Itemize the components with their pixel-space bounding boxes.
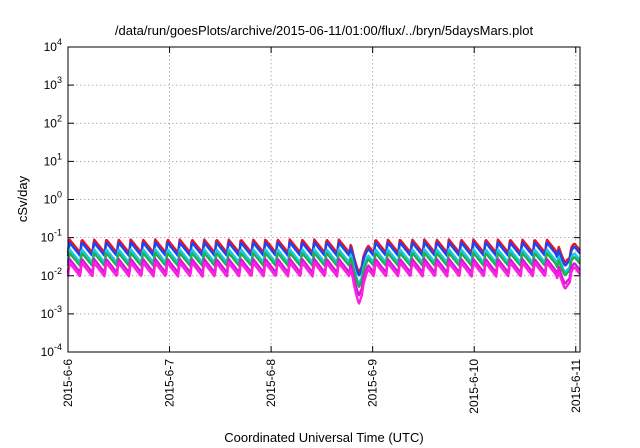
x-tick-label: 2015-6-6 (61, 359, 75, 407)
y-tick-label: 101 (44, 151, 62, 168)
x-tick-label: 2015-6-11 (569, 359, 583, 413)
y-tick-label: 10-4 (41, 342, 62, 359)
y-tick-label: 10-3 (41, 304, 62, 321)
y-tick-label: 103 (44, 75, 62, 92)
x-axis-label: Coordinated Universal Time (UTC) (224, 430, 423, 445)
grid (68, 47, 580, 352)
y-tick-label: 10-1 (41, 228, 62, 245)
x-tick-label: 2015-6-10 (467, 359, 481, 414)
series-layer (66, 238, 581, 305)
x-tick-label: 2015-6-9 (366, 359, 380, 407)
y-tick-label: 102 (44, 113, 62, 130)
y-axis-label: cSv/day (15, 175, 30, 222)
y-tick-label: 100 (44, 190, 62, 207)
x-axis: 2015-6-6 2015-6-7 2015-6-8 2015-6-9 2015-6-1… (61, 47, 583, 414)
x-tick-label: 2015-6-8 (264, 359, 278, 407)
y-axis: 10-4 10-3 10-2 10-1 100 101 102 103 104 (41, 37, 580, 359)
series-line (66, 261, 581, 305)
y-tick-label: 10-2 (41, 266, 62, 283)
x-tick-label: 2015-6-7 (163, 359, 177, 407)
chart-title: /data/run/goesPlots/archive/2015-06-11/0… (115, 23, 534, 38)
y-tick-label: 104 (44, 37, 62, 54)
